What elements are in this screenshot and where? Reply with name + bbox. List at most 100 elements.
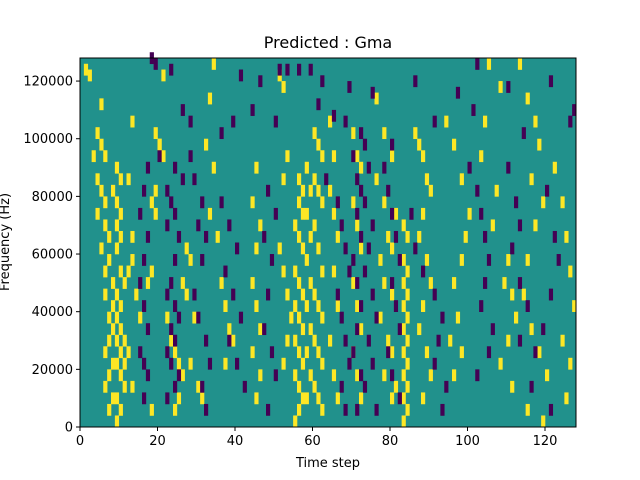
heatmap-cell-high (525, 92, 530, 105)
heatmap-cell-low (173, 254, 178, 266)
heatmap-cell-high (111, 277, 116, 289)
heatmap-cell-high (184, 288, 189, 301)
heatmap-cell-high (335, 392, 340, 405)
heatmap-cell-high (304, 346, 309, 359)
heatmap-cell-low (455, 86, 461, 99)
heatmap-cell-low (517, 219, 523, 232)
heatmap-cell-low (335, 196, 340, 209)
heatmap-cell-high (293, 300, 298, 312)
heatmap-cell-high (537, 138, 542, 151)
heatmap-cell-high (374, 92, 379, 105)
heatmap-cell-high (118, 230, 123, 243)
heatmap-cell-high (211, 58, 216, 70)
heatmap-cell-high (114, 242, 120, 255)
heatmap-cell-low (180, 104, 185, 116)
heatmap-cell-low (173, 207, 178, 220)
heatmap-cell-low (545, 184, 550, 197)
heatmap-cell-low (273, 369, 278, 382)
heatmap-cell-high (180, 277, 185, 289)
heatmap-cell-high (514, 311, 519, 324)
heatmap-cell-low (231, 115, 236, 128)
heatmap-cell-low (316, 98, 321, 111)
heatmap-cell-high (254, 242, 259, 255)
heatmap-cell-high (99, 242, 104, 255)
heatmap-cell-high (405, 403, 410, 416)
heatmap-cell-low (138, 277, 143, 289)
heatmap-cell-high (316, 184, 321, 197)
heatmap-cell-high (479, 150, 484, 163)
heatmap-cell-high (145, 277, 151, 289)
heatmap-cell-low (506, 161, 511, 174)
y-axis-label: Frequency (Hz) (0, 193, 13, 291)
heatmap-cell-low (273, 207, 278, 220)
heatmap-cell-high (107, 311, 112, 324)
heatmap-cell-high (316, 392, 321, 405)
heatmap-cell-low (475, 369, 480, 382)
heatmap-cell-high (405, 334, 410, 347)
heatmap-cell-high (421, 300, 426, 312)
heatmap-cell-high (552, 161, 557, 174)
heatmap-cell-high (351, 127, 356, 140)
heatmap-cell-low (366, 334, 371, 347)
heatmap-cell-high (285, 334, 290, 347)
heatmap-cell-low (444, 380, 449, 393)
heatmap-cell-high (320, 265, 325, 278)
y-tick-label: 20000 (32, 363, 73, 378)
heatmap-cell-low (374, 403, 379, 416)
heatmap-cell-low (169, 357, 174, 370)
heatmap-cell-high (335, 230, 340, 243)
heatmap-cell-high (572, 300, 577, 312)
heatmap-cell-low (165, 219, 170, 232)
heatmap-cell-low (517, 277, 523, 289)
heatmap-cell-high (300, 323, 306, 336)
heatmap-cell-high (219, 277, 224, 289)
heatmap-cell-low (192, 288, 197, 301)
heatmap-cell-high (541, 415, 546, 428)
heatmap-cell-high (281, 265, 286, 278)
heatmap-cell-high (103, 346, 108, 359)
heatmap-cell-high (118, 265, 123, 278)
heatmap-cell-low (347, 265, 352, 278)
heatmap-cell-low (347, 81, 352, 93)
heatmap-cell-low (370, 219, 375, 232)
heatmap-cell-low (324, 173, 329, 186)
heatmap-cell-low (235, 242, 240, 255)
heatmap-cell-low (432, 357, 437, 370)
heatmap-cell-low (169, 196, 174, 209)
x-axis: 0 20 40 60 80 100 120 (76, 427, 557, 449)
heatmap-cell-high (541, 196, 546, 209)
heatmap-cell-low (510, 242, 515, 255)
heatmap-cell-low (517, 334, 523, 347)
heatmap-cell-low (145, 230, 151, 243)
heatmap-cell-high (378, 254, 383, 266)
heatmap-cell-low (432, 115, 437, 128)
heatmap-cell-low (219, 127, 224, 140)
heatmap-cell-low (165, 346, 170, 359)
heatmap-cell-high (355, 300, 360, 312)
heatmap-cell-high (122, 380, 127, 393)
heatmap-cell-low (142, 254, 147, 266)
heatmap-cell-low (238, 311, 244, 324)
heatmap-cell-low (409, 207, 414, 220)
heatmap-cell-high (316, 242, 321, 255)
heatmap-cell-low (192, 173, 197, 186)
heatmap-cell-high (103, 150, 108, 163)
heatmap-cell-high (359, 161, 364, 174)
heatmap-cell-low (475, 184, 480, 197)
heatmap-cell-high (490, 219, 495, 232)
heatmap-cell-high (452, 277, 457, 289)
heatmap-cell-high (386, 334, 391, 347)
heatmap-cell-high (118, 300, 123, 312)
heatmap-cell-high (312, 173, 317, 186)
heatmap-cell-high (83, 63, 89, 76)
heatmap-cell-low (297, 63, 302, 76)
heatmap-cell-high (328, 115, 333, 128)
heatmap-cell-low (548, 288, 554, 301)
heatmap-cell-high (289, 311, 294, 324)
heatmap-cell-low (204, 403, 209, 416)
heatmap-cell-high (510, 380, 515, 393)
heatmap-cell-low (362, 265, 368, 278)
heatmap-cell-low (483, 230, 488, 243)
heatmap-cell-high (494, 184, 499, 197)
heatmap-cell-high (308, 230, 313, 243)
